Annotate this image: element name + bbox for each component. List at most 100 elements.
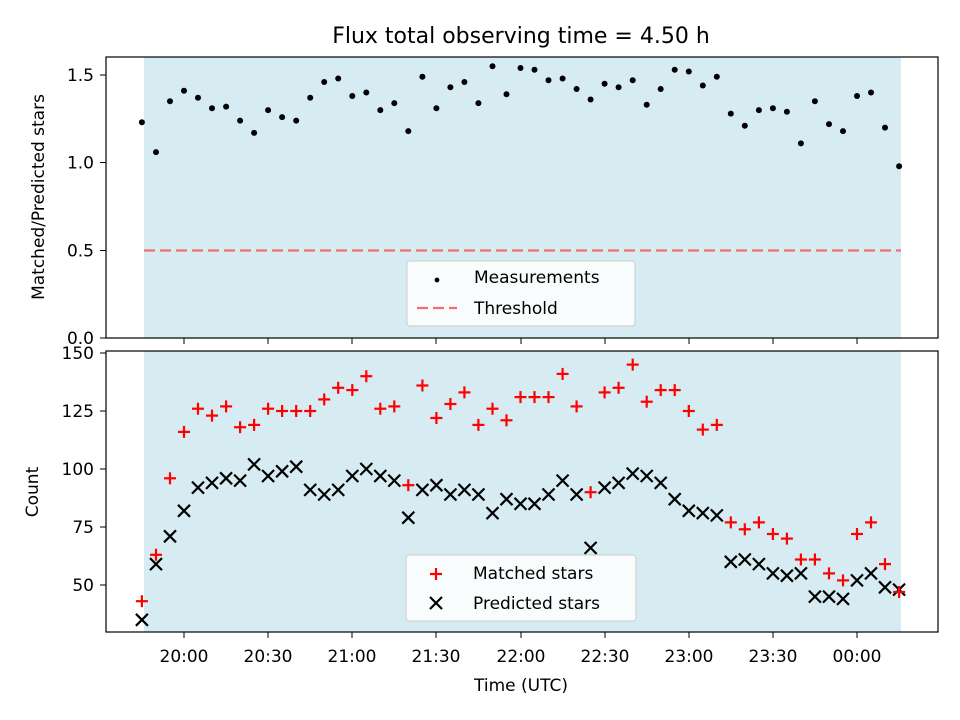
predicted-star-point xyxy=(205,476,219,490)
count-points xyxy=(135,358,906,627)
matched-star-point xyxy=(290,405,303,417)
measurement-point xyxy=(629,77,636,84)
matched-star-point xyxy=(528,391,541,404)
legend-measurements-label: Measurements xyxy=(474,268,600,288)
predicted-star-point xyxy=(331,483,345,497)
predicted-star-point xyxy=(191,480,205,495)
measurement-point xyxy=(882,124,888,131)
measurement-points xyxy=(138,63,903,170)
matched-star-point xyxy=(458,386,471,399)
matched-star-point xyxy=(865,516,877,529)
predicted-star-point xyxy=(149,557,163,571)
predicted-star-point xyxy=(836,592,850,606)
predicted-star-point xyxy=(471,487,486,502)
predicted-star-point xyxy=(485,506,500,520)
predicted-star-point xyxy=(625,466,640,481)
bottom-panel: 50 75 100 125 150 20:00 20:30 21:00 21:3… xyxy=(23,344,939,696)
predicted-star-point xyxy=(780,568,794,583)
predicted-star-point xyxy=(163,529,177,544)
predicted-star-point xyxy=(822,589,836,604)
measurement-point xyxy=(531,66,538,73)
matched-star-point xyxy=(584,486,597,499)
chart-title: Flux total observing time = 4.50 h xyxy=(332,24,710,49)
legend-predicted-marker xyxy=(429,596,443,610)
measurement-point xyxy=(713,73,720,80)
bottom-y-tick-label: 150 xyxy=(62,344,94,364)
predicted-star-point xyxy=(359,462,374,476)
predicted-star-point xyxy=(275,464,289,479)
predicted-star-point xyxy=(317,487,331,502)
matched-star-point xyxy=(514,391,527,404)
bottom-y-axis: 50 75 100 125 150 xyxy=(62,344,106,596)
measurement-point xyxy=(223,103,230,110)
matched-star-point xyxy=(374,402,387,415)
matched-star-point xyxy=(248,418,261,431)
x-tick-label: 22:00 xyxy=(497,647,546,667)
measurement-point xyxy=(138,119,145,126)
legend-matched-marker xyxy=(430,568,442,580)
legend-measurement-marker xyxy=(434,277,440,283)
measurement-point xyxy=(797,140,804,147)
measurement-point xyxy=(573,86,580,92)
matched-star-point xyxy=(752,516,765,529)
predicted-star-point xyxy=(373,469,388,483)
bottom-y-tick-label: 50 xyxy=(72,576,94,596)
measurement-point xyxy=(769,105,776,112)
top-y-tick-label: 1.5 xyxy=(67,66,94,86)
measurement-point xyxy=(307,94,314,101)
predicted-star-point xyxy=(177,504,191,518)
matched-star-point xyxy=(710,418,723,431)
matched-star-point xyxy=(893,586,906,598)
measurement-point xyxy=(433,105,440,112)
matched-star-point xyxy=(556,367,569,380)
matched-star-point xyxy=(472,418,485,431)
predicted-star-point xyxy=(752,557,766,571)
predicted-star-point xyxy=(541,487,556,502)
predicted-star-point xyxy=(794,566,808,581)
predicted-star-point xyxy=(401,510,416,525)
x-tick-label: 21:00 xyxy=(328,647,377,667)
matched-star-point xyxy=(234,421,247,434)
predicted-star-point xyxy=(724,555,738,569)
predicted-star-point xyxy=(457,483,472,497)
predicted-star-point xyxy=(808,589,822,604)
predicted-star-point xyxy=(738,552,752,567)
predicted-star-point xyxy=(667,492,682,506)
x-tick-label: 00:00 xyxy=(833,647,882,667)
bottom-y-axis-label: Count xyxy=(23,466,43,517)
measurement-point xyxy=(840,128,846,135)
bottom-y-tick-label: 100 xyxy=(62,460,94,480)
measurement-point xyxy=(405,128,412,135)
matched-star-point xyxy=(276,405,289,417)
predicted-star-point xyxy=(345,469,360,483)
matched-star-point xyxy=(304,405,317,417)
matched-star-point xyxy=(444,398,457,410)
x-tick-label: 21:30 xyxy=(412,647,461,667)
measurement-point xyxy=(349,93,356,99)
matched-star-point xyxy=(262,402,275,415)
x-tick-label: 20:00 xyxy=(160,647,209,667)
matched-star-point xyxy=(360,370,373,383)
measurement-point xyxy=(896,163,903,170)
bottom-axes-frame xyxy=(105,350,939,633)
measurement-point xyxy=(559,75,566,82)
predicted-star-point xyxy=(415,483,430,497)
predicted-star-point xyxy=(583,541,598,555)
x-tick-label: 23:00 xyxy=(665,647,714,667)
top-panel: 0.0 0.5 1.0 1.5 Matched/Predicted stars … xyxy=(29,56,939,349)
measurement-point xyxy=(643,101,650,108)
predicted-star-point xyxy=(653,476,668,490)
legend-predicted-label: Predicted stars xyxy=(473,594,600,614)
predicted-star-point xyxy=(247,457,261,472)
predicted-star-point xyxy=(527,497,542,511)
matched-star-point xyxy=(135,595,148,608)
matched-star-point xyxy=(542,391,555,404)
measurement-point xyxy=(237,117,244,124)
predicted-star-point xyxy=(499,492,514,506)
matched-star-point xyxy=(318,393,331,406)
predicted-star-point xyxy=(878,580,892,595)
predicted-star-point xyxy=(443,487,458,502)
measurement-point xyxy=(601,80,608,87)
matched-star-point xyxy=(682,405,695,417)
matched-star-point xyxy=(808,553,821,566)
